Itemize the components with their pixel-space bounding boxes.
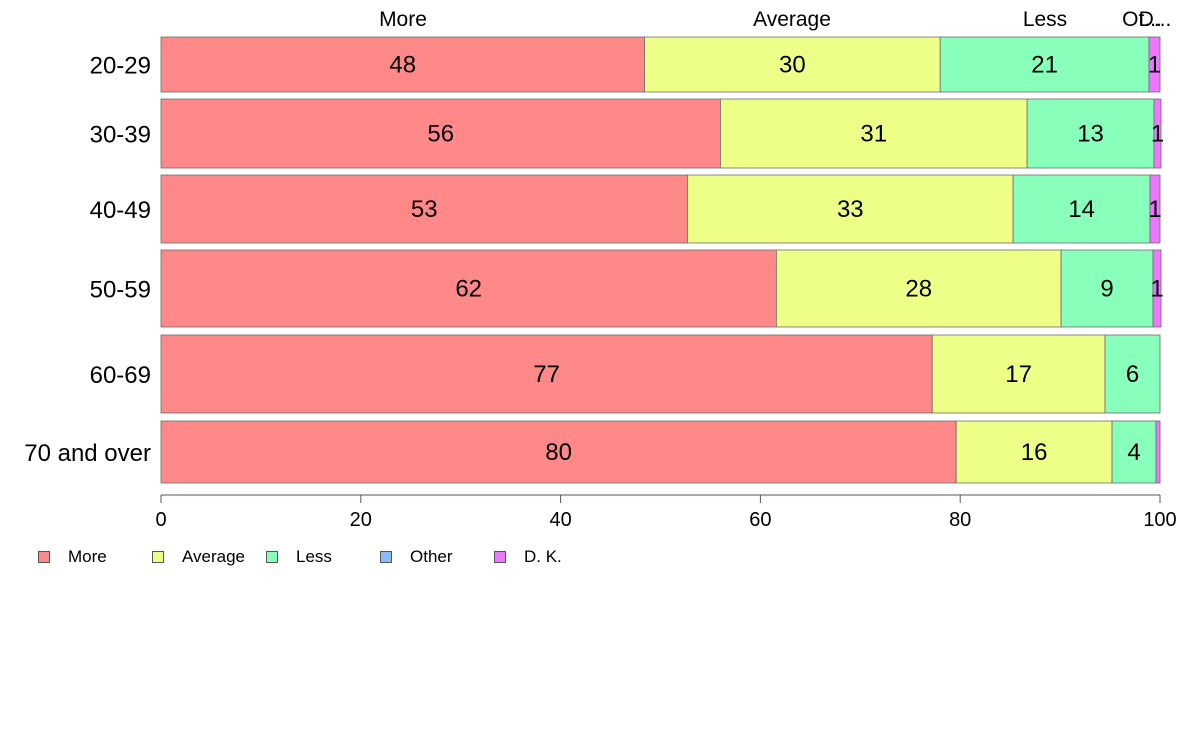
category-label-60-69: 60-69 [90, 362, 151, 389]
value-label-30-39-less: 13 [1077, 121, 1104, 148]
value-label-20-29-d-k: 1 [1148, 52, 1161, 79]
bar-40-49-d-k [1149, 174, 1161, 244]
top-series-label-3: Ot... [1122, 8, 1162, 31]
value-label-70-and-over-more: 80 [545, 439, 572, 466]
value-label-30-39-average: 31 [860, 121, 887, 148]
bar-60-69-less [1104, 334, 1161, 414]
value-label-20-29-average: 30 [779, 52, 806, 79]
legend-item-other: Other [380, 547, 453, 567]
bar-40-49-less [1012, 174, 1151, 244]
legend-item-less: Less [266, 547, 332, 567]
x-tick-label-100: 100 [1143, 509, 1176, 531]
bar-60-69-more [160, 334, 933, 414]
value-label-30-39-more: 56 [427, 121, 454, 148]
value-label-50-59-less: 9 [1100, 276, 1113, 303]
legend-label-average: Average [182, 547, 246, 566]
value-label-60-69-average: 17 [1005, 361, 1032, 388]
value-label-20-29-less: 21 [1031, 52, 1058, 79]
legend-swatch-average [152, 551, 164, 563]
value-label-40-49-more: 53 [411, 196, 438, 223]
legend-label-other: Other [410, 547, 453, 566]
category-label-40-49: 40-49 [90, 197, 151, 224]
value-label-40-49-average: 33 [837, 196, 864, 223]
bar-30-39-more [160, 98, 721, 169]
value-label-40-49-d-k: 1 [1148, 196, 1161, 223]
top-series-label-4: D... [1139, 8, 1172, 31]
legend-label-less: Less [296, 547, 332, 566]
bar-30-39-d-k [1153, 98, 1162, 169]
bar-50-59-d-k [1152, 249, 1162, 328]
x-tick-label-40: 40 [549, 509, 571, 531]
legend-swatch-other [380, 551, 392, 563]
value-label-70-and-over-average: 16 [1021, 439, 1048, 466]
value-label-70-and-over-less: 4 [1127, 439, 1140, 466]
bar-50-59-average [775, 249, 1062, 328]
legend-item-more: More [38, 547, 107, 567]
category-label-70-and-over: 70 and over [24, 440, 151, 467]
value-label-50-59-average: 28 [905, 276, 932, 303]
category-label-30-39: 30-39 [90, 122, 151, 149]
value-label-50-59-more: 62 [455, 276, 482, 303]
x-tick-label-0: 0 [155, 509, 166, 531]
bar-70-and-over-d-k [1155, 420, 1161, 484]
bar-70-and-over-less [1111, 420, 1157, 484]
top-series-label-2: Less [1023, 8, 1067, 31]
value-label-60-69-more: 77 [533, 361, 560, 388]
x-tick-label-20: 20 [350, 509, 372, 531]
value-label-40-49-less: 14 [1068, 196, 1095, 223]
value-label-60-69-less: 6 [1126, 361, 1139, 388]
x-tick-label-60: 60 [749, 509, 771, 531]
legend-label-more: More [68, 547, 107, 566]
legend-label-dk: D. K. [524, 547, 562, 566]
x-tick-label-80: 80 [949, 509, 971, 531]
bar-70-and-over-average [955, 420, 1113, 484]
bar-40-49-average [687, 174, 1014, 244]
top-series-label-0: More [379, 8, 427, 31]
top-series-label-1: Average [753, 8, 831, 31]
bar-20-29-more [160, 36, 645, 93]
value-label-50-59-d-k: 1 [1150, 276, 1163, 303]
bar-20-29-d-k [1148, 36, 1161, 93]
legend-item-dk: D. K. [494, 547, 562, 567]
bar-70-and-over-more [160, 420, 957, 484]
bar-20-29-less [939, 36, 1150, 93]
legend: More Average Less Other D. K. [38, 547, 638, 569]
legend-swatch-less [266, 551, 278, 563]
value-label-20-29-more: 48 [389, 52, 416, 79]
bar-50-59-more [160, 249, 777, 328]
bar-60-69-average [931, 334, 1106, 414]
value-label-30-39-d-k: 1 [1151, 121, 1164, 148]
bar-30-39-less [1026, 98, 1155, 169]
category-label-50-59: 50-59 [90, 277, 151, 304]
legend-swatch-dk [494, 551, 506, 563]
bar-40-49-more [160, 174, 688, 244]
category-label-20-29: 20-29 [90, 53, 151, 80]
legend-item-average: Average [152, 547, 245, 567]
bar-30-39-average [720, 98, 1028, 169]
bar-20-29-average [644, 36, 941, 93]
legend-swatch-more [38, 551, 50, 563]
